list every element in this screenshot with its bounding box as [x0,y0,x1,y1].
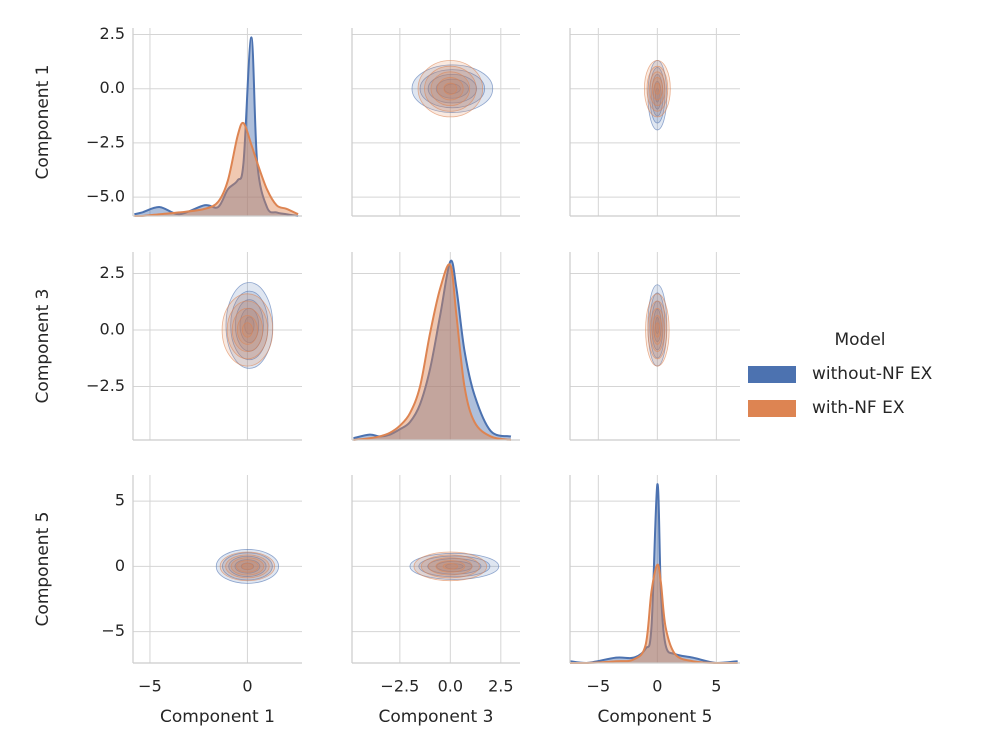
legend-title: Model [834,330,885,350]
kde-contour [241,563,254,570]
kde-area [353,264,511,440]
kde-contour [643,60,671,118]
kde-contour [435,78,469,99]
kde-contour [420,554,480,579]
kde-contour [226,300,269,360]
y-tick-label: −5 [101,621,125,640]
kde-contour [645,293,670,367]
kde-contour [653,80,662,110]
kde-contour [221,293,274,367]
x-tick-label: 2.5 [488,677,513,696]
kde-contour [236,315,258,345]
x-tick-label: 0 [652,677,662,696]
kde-area [570,564,738,663]
y-tick-label: −5.0 [86,187,125,206]
kde-contour [442,563,459,570]
kde-contour [430,71,471,107]
x-tick-label: −5 [138,677,162,696]
kde-contour [654,322,661,338]
kde-contour [443,82,458,95]
kde-contour [437,77,464,101]
legend-label: with-NF EX [812,398,905,418]
legend-swatch [748,366,796,383]
kde-line [569,483,738,665]
kde-contour [428,557,473,576]
kde-contour [244,316,255,335]
x-tick-label: 0 [242,677,252,696]
kde-contour [649,292,666,359]
legend-label: without-NF EX [812,364,933,384]
kde-contour [655,87,660,103]
kde-contour [236,560,259,573]
y-tick-label: 2.5 [100,263,125,282]
y-tick-label: −2.5 [86,376,125,395]
x-tick-label: −2.5 [380,677,419,696]
y-tick-label: 2.5 [100,24,125,43]
kde-contour [417,60,484,118]
kde-contour [649,71,666,107]
kde-contour [234,559,261,574]
kde-contour [222,552,273,581]
kde-area [134,37,299,217]
x-axis-label: Component 5 [598,707,713,727]
kde-contour [231,307,264,353]
y-axis-label: Component 5 [33,512,53,627]
kde-area [353,260,511,440]
kde-line [134,121,299,217]
kde-contour [654,82,661,95]
x-tick-label: 5 [711,677,721,696]
kde-contour [413,551,488,582]
x-tick-label: 0.0 [438,677,463,696]
y-tick-label: −2.5 [86,132,125,151]
kde-contour [647,300,668,360]
y-axis-label: Component 1 [33,65,53,180]
kde-contour [241,322,253,338]
kde-contour [240,562,255,571]
kde-contour [219,551,276,582]
kde-contour [424,65,477,112]
y-tick-label: 5 [115,491,125,510]
y-tick-label: 0.0 [100,319,125,338]
kde-contour [651,77,663,101]
kde-contour [230,557,265,576]
y-tick-label: 0.0 [100,78,125,97]
kde-line [353,263,512,441]
kde-contour [419,69,486,109]
y-tick-label: 0 [115,556,125,575]
kde-contour [427,558,482,575]
kde-contour [228,555,267,577]
kde-contour [409,552,500,580]
x-axis-label: Component 3 [379,707,494,727]
kde-line [570,563,738,664]
kde-contour [646,65,669,112]
x-tick-label: −5 [587,677,611,696]
kde-contour [418,555,491,578]
x-axis-label: Component 1 [160,707,275,727]
y-axis-label: Component 3 [33,289,53,404]
kde-contour [652,315,663,345]
kde-contour [225,554,270,579]
kde-contour [435,560,466,573]
kde-area [134,122,299,216]
kde-contour [230,290,269,361]
legend-swatch [748,400,796,417]
kde-line [134,36,299,217]
